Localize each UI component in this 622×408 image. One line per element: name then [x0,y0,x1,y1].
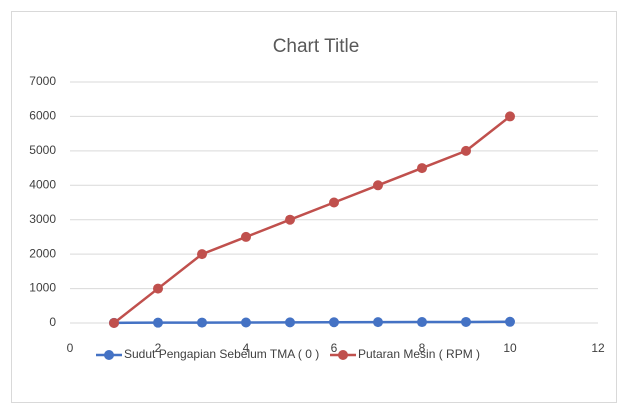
series-line [113,320,511,325]
y-tick-label: 3000 [29,212,56,226]
legend-marker [104,350,114,360]
series-line [113,115,511,324]
y-tick-label: 0 [49,315,56,329]
x-tick-label: 4 [243,341,250,355]
legend-label: Putaran Mesin ( RPM ) [358,347,480,361]
y-tick-label: 6000 [29,109,56,123]
x-tick-label: 10 [503,341,517,355]
y-tick-label: 5000 [29,143,56,157]
y-tick-label: 7000 [29,74,56,88]
x-tick-label: 2 [155,341,162,355]
chart-title: Chart Title [273,36,360,57]
data-point [417,163,427,174]
data-point [461,145,471,156]
data-point [197,249,207,260]
data-point [329,317,339,328]
x-tick-label: 6 [331,341,338,355]
data-point [241,317,251,328]
data-point [373,180,383,191]
data-point [461,316,471,327]
chart-border [11,11,617,403]
data-point [505,111,515,122]
data-point [285,214,295,225]
legend-marker [338,350,348,360]
legend-label: Sudut Pengapian Sebelum TMA ( 0 ) [124,347,319,361]
data-point [153,283,163,294]
data-point [329,197,339,208]
data-point [505,316,515,327]
data-point [153,317,163,328]
x-tick-label: 0 [67,341,74,355]
y-tick-label: 4000 [29,177,56,191]
x-tick-label: 8 [419,341,426,355]
y-tick-label: 2000 [29,246,56,260]
data-point [417,317,427,328]
x-tick-label: 12 [591,341,605,355]
data-point [109,318,119,328]
data-point [197,317,207,328]
data-point [241,231,251,242]
y-tick-label: 1000 [29,281,56,295]
data-point [285,317,295,328]
data-point [373,317,383,328]
